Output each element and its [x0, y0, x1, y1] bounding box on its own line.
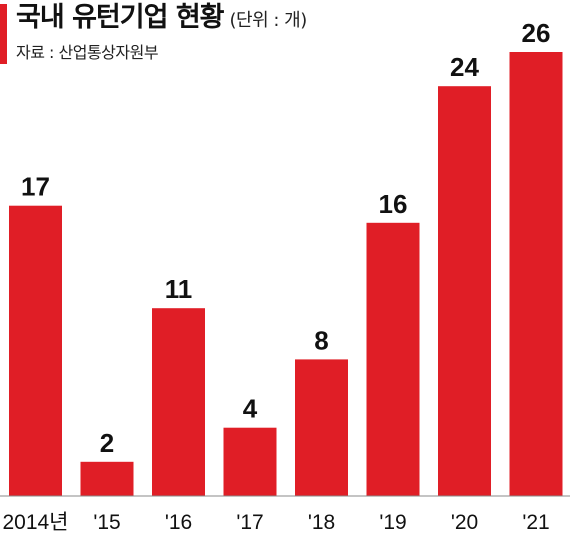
title-line: 국내 유턴기업 현황 (단위 : 개) — [16, 1, 307, 38]
x-tick-label-7: '21 — [522, 511, 549, 534]
bars-layer — [9, 52, 563, 497]
value-label-4: 8 — [314, 325, 328, 355]
value-label-1: 2 — [100, 428, 114, 458]
x-tick-label-5: '19 — [379, 511, 406, 534]
bar-3 — [223, 427, 277, 496]
bar-1 — [80, 461, 134, 496]
value-label-7: 26 — [522, 18, 551, 48]
unit-label: (단위 : 개) — [229, 10, 308, 31]
x-tick-label-2: '16 — [165, 511, 192, 534]
value-label-3: 4 — [243, 394, 258, 424]
source-note: 자료 : 산업통상자원부 — [16, 43, 159, 62]
bar-5 — [366, 222, 420, 497]
x-tick-label-6: '20 — [451, 511, 478, 534]
x-tick-label-4: '18 — [308, 511, 335, 534]
bar-4 — [295, 359, 348, 496]
chart-title: 국내 유턴기업 현황 — [16, 2, 225, 33]
value-labels-layer: 17 2 11 4 8 16 24 26 — [21, 18, 550, 458]
x-tick-labels-layer: 2014년 '15 '16 '17 '18 '19 '20 '21 — [2, 511, 549, 534]
bar-0 — [9, 205, 62, 496]
bar-7 — [509, 52, 563, 496]
value-label-0: 17 — [21, 172, 50, 202]
chart-header: 국내 유턴기업 현황 (단위 : 개) 자료 : 산업통상자원부 — [0, 0, 570, 70]
title-accent-mark — [0, 4, 7, 64]
bar-2 — [152, 308, 205, 496]
value-label-2: 11 — [165, 274, 193, 304]
x-tick-label-3: '17 — [236, 511, 263, 534]
value-label-5: 16 — [379, 189, 408, 219]
value-label-6: 24 — [450, 52, 479, 82]
x-tick-label-0: 2014년 — [2, 511, 68, 534]
x-tick-label-1: '15 — [93, 511, 120, 534]
bar-6 — [438, 86, 491, 496]
